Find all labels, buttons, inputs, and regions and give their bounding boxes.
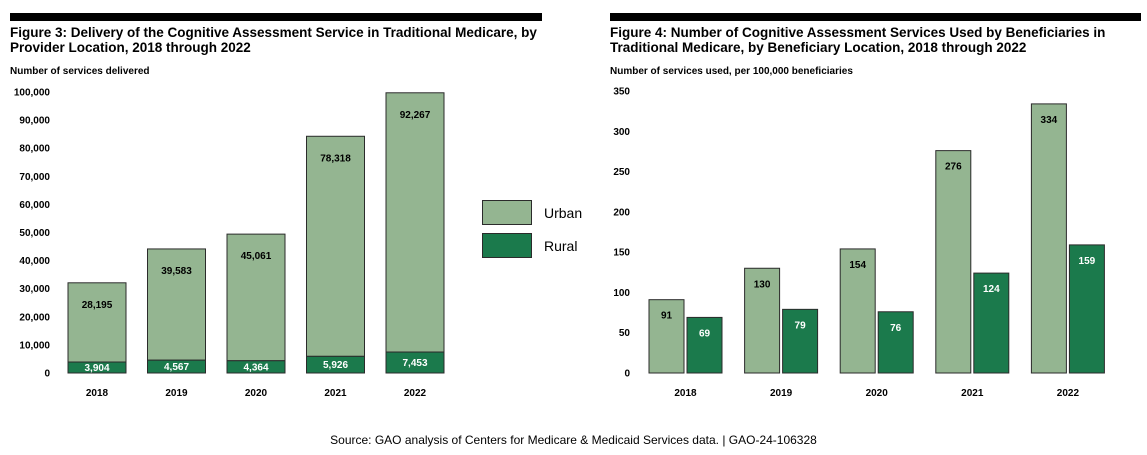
figure4-top-rule — [610, 13, 1141, 21]
y-tick-label: 80,000 — [19, 144, 50, 155]
data-label-urban: 334 — [1041, 115, 1058, 126]
bar-rural — [67, 361, 127, 374]
data-label-rural: 4,364 — [243, 362, 268, 373]
bar-rural — [306, 355, 365, 374]
y-tick-label: 50,000 — [19, 228, 50, 239]
bar-rural — [385, 351, 445, 374]
y-tick-label: 30,000 — [19, 284, 50, 295]
bar-urban — [744, 267, 781, 374]
data-label-rural: 5,926 — [323, 360, 348, 371]
bar-rural — [147, 359, 206, 374]
legend-label-urban: Urban — [544, 204, 583, 221]
y-tick-label: 350 — [613, 87, 630, 98]
legend-swatch-urban — [482, 200, 532, 225]
data-label-rural: 3,904 — [84, 363, 109, 374]
bar-rural — [877, 311, 914, 374]
bar-urban — [1030, 103, 1067, 374]
y-tick-label: 0 — [44, 369, 50, 380]
bar-urban — [648, 299, 685, 374]
data-label-rural: 7,453 — [402, 358, 427, 369]
bar-urban — [226, 233, 286, 362]
data-label-urban: 78,318 — [320, 153, 351, 164]
legend-item-rural: Rural — [482, 233, 577, 258]
data-label-urban: 276 — [945, 162, 962, 173]
bar-urban — [839, 248, 876, 374]
x-tick-label: 2018 — [86, 388, 109, 399]
data-label-rural: 124 — [983, 284, 1000, 295]
y-tick-label: 100,000 — [14, 88, 51, 99]
data-label-urban: 39,583 — [161, 266, 192, 277]
data-label-rural: 69 — [699, 328, 711, 339]
bar-urban — [306, 135, 365, 357]
y-tick-label: 70,000 — [19, 172, 50, 183]
y-tick-label: 250 — [613, 167, 630, 178]
x-tick-label: 2019 — [770, 388, 793, 399]
figure3-y-axis-label: Number of services delivered — [10, 66, 150, 77]
y-tick-label: 40,000 — [19, 256, 50, 267]
y-tick-label: 20,000 — [19, 312, 50, 323]
y-tick-label: 90,000 — [19, 116, 50, 127]
bar-rural — [226, 360, 286, 374]
source-note: Source: GAO analysis of Centers for Medi… — [330, 433, 817, 447]
bar-urban — [67, 282, 127, 363]
x-tick-label: 2022 — [404, 388, 427, 399]
data-label-rural: 4,567 — [164, 362, 189, 373]
y-tick-label: 300 — [613, 127, 630, 138]
bar-rural — [782, 308, 819, 374]
y-tick-label: 200 — [613, 207, 630, 218]
y-tick-label: 100 — [613, 288, 630, 299]
legend-label-rural: Rural — [544, 237, 578, 254]
data-label-rural: 159 — [1079, 256, 1096, 267]
y-tick-label: 60,000 — [19, 200, 50, 211]
bar-urban — [935, 150, 972, 374]
figure4-panel: Figure 4: Number of Cognitive Assessment… — [610, 13, 1141, 77]
figure4-y-axis-label: Number of services used, per 100,000 ben… — [610, 66, 853, 77]
x-tick-label: 2019 — [165, 388, 188, 399]
figure3-title: Figure 3: Delivery of the Cognitive Asse… — [10, 25, 537, 55]
figure3-panel: Figure 3: Delivery of the Cognitive Asse… — [10, 13, 542, 77]
legend-swatch-rural — [482, 233, 532, 258]
data-label-urban: 28,195 — [82, 300, 113, 311]
data-label-urban: 91 — [661, 311, 673, 322]
x-tick-label: 2020 — [245, 388, 268, 399]
data-label-urban: 45,061 — [241, 251, 272, 262]
y-tick-label: 0 — [624, 369, 630, 380]
figure4-title: Figure 4: Number of Cognitive Assessment… — [610, 25, 1106, 55]
x-tick-label: 2022 — [1057, 388, 1080, 399]
figure3-top-rule — [10, 13, 542, 21]
x-tick-label: 2021 — [324, 388, 347, 399]
data-label-urban: 154 — [849, 260, 866, 271]
y-tick-label: 150 — [613, 248, 630, 259]
bar-rural — [973, 272, 1010, 374]
legend-item-urban: Urban — [482, 200, 582, 225]
y-tick-label: 10,000 — [19, 340, 50, 351]
data-label-urban: 130 — [754, 279, 771, 290]
x-tick-label: 2020 — [866, 388, 889, 399]
bar-rural — [686, 316, 723, 374]
y-tick-label: 50 — [619, 328, 631, 339]
bar-urban — [385, 92, 445, 353]
bar-rural — [1068, 244, 1105, 374]
data-label-rural: 79 — [795, 320, 807, 331]
x-tick-label: 2021 — [961, 388, 984, 399]
x-tick-label: 2018 — [674, 388, 697, 399]
data-label-rural: 76 — [890, 323, 902, 334]
data-label-urban: 92,267 — [400, 110, 431, 121]
